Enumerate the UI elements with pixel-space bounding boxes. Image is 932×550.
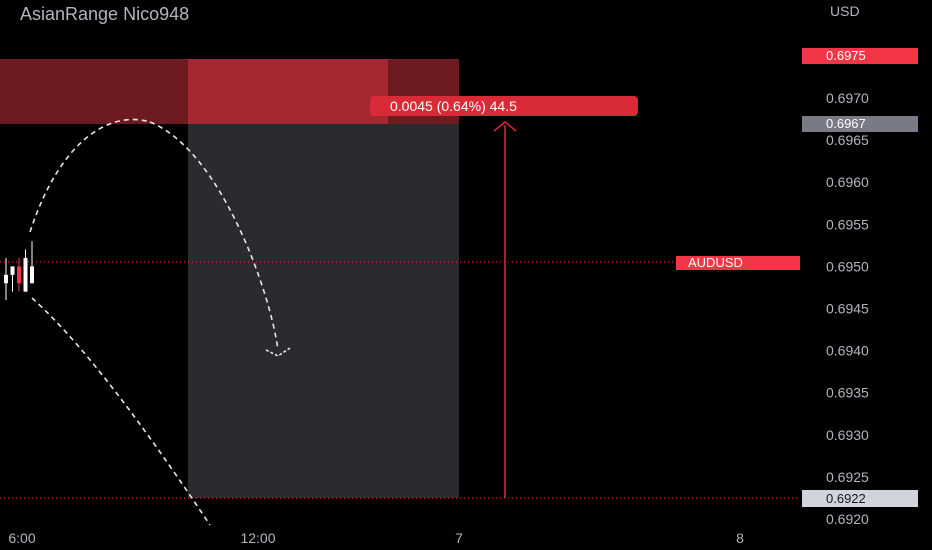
- chart-title: AsianRange Nico948: [20, 4, 189, 24]
- time-tick-label: 7: [455, 530, 463, 546]
- symbol-tag: AUDUSD: [688, 255, 743, 270]
- price-tick-label: 0.6950: [826, 258, 869, 274]
- measure-label-box[interactable]: [370, 96, 638, 116]
- time-tick-label: 6:00: [8, 530, 35, 546]
- price-tick-label: 0.6960: [826, 174, 869, 190]
- price-tick-label: 0.6935: [826, 385, 869, 401]
- candle-body: [10, 266, 15, 275]
- time-axis[interactable]: 6:00 12:00 7 8: [8, 530, 744, 546]
- upper-price-tag: 0.6975: [826, 48, 866, 63]
- price-tick-label: 0.6925: [826, 469, 869, 485]
- price-tick-label: 0.6965: [826, 132, 869, 148]
- measure-label: 0.0045 (0.64%) 44.5: [390, 98, 517, 114]
- symbol-tag-box: [676, 256, 800, 270]
- price-axis[interactable]: 0.6970 0.6965 0.6960 0.6955 0.6950 0.6945 0.69…: [826, 90, 869, 527]
- bottom-price-tag: 0.6922: [826, 491, 866, 506]
- target-price-tag-box: [802, 116, 918, 132]
- candle-body: [4, 274, 8, 284]
- price-tick-label: 0.6920: [826, 511, 869, 527]
- red-zone: [188, 59, 388, 124]
- currency-label: USD: [830, 3, 860, 19]
- price-tick-label: 0.6945: [826, 301, 869, 317]
- measure-arrow-head: [493, 121, 517, 132]
- price-tick-label: 0.6970: [826, 90, 869, 106]
- time-tick-label: 8: [736, 530, 744, 546]
- bottom-price-tag-box: [802, 490, 918, 507]
- projection-curve-lower: [31, 297, 211, 526]
- price-tick-label: 0.6930: [826, 427, 869, 443]
- time-tick-label: 12:00: [240, 530, 275, 546]
- upper-price-tag-box: [802, 48, 918, 64]
- candle-body: [30, 266, 34, 284]
- target-price-tag: 0.6967: [826, 116, 866, 131]
- price-tick-label: 0.6955: [826, 216, 869, 232]
- candles: [4, 241, 34, 301]
- candle-body: [17, 266, 21, 284]
- projection-curve-up: [29, 118, 151, 233]
- candle-body: [23, 257, 28, 292]
- projection-curve-down: [149, 121, 279, 351]
- gray-zone: [188, 124, 459, 498]
- price-tick-label: 0.6940: [826, 343, 869, 359]
